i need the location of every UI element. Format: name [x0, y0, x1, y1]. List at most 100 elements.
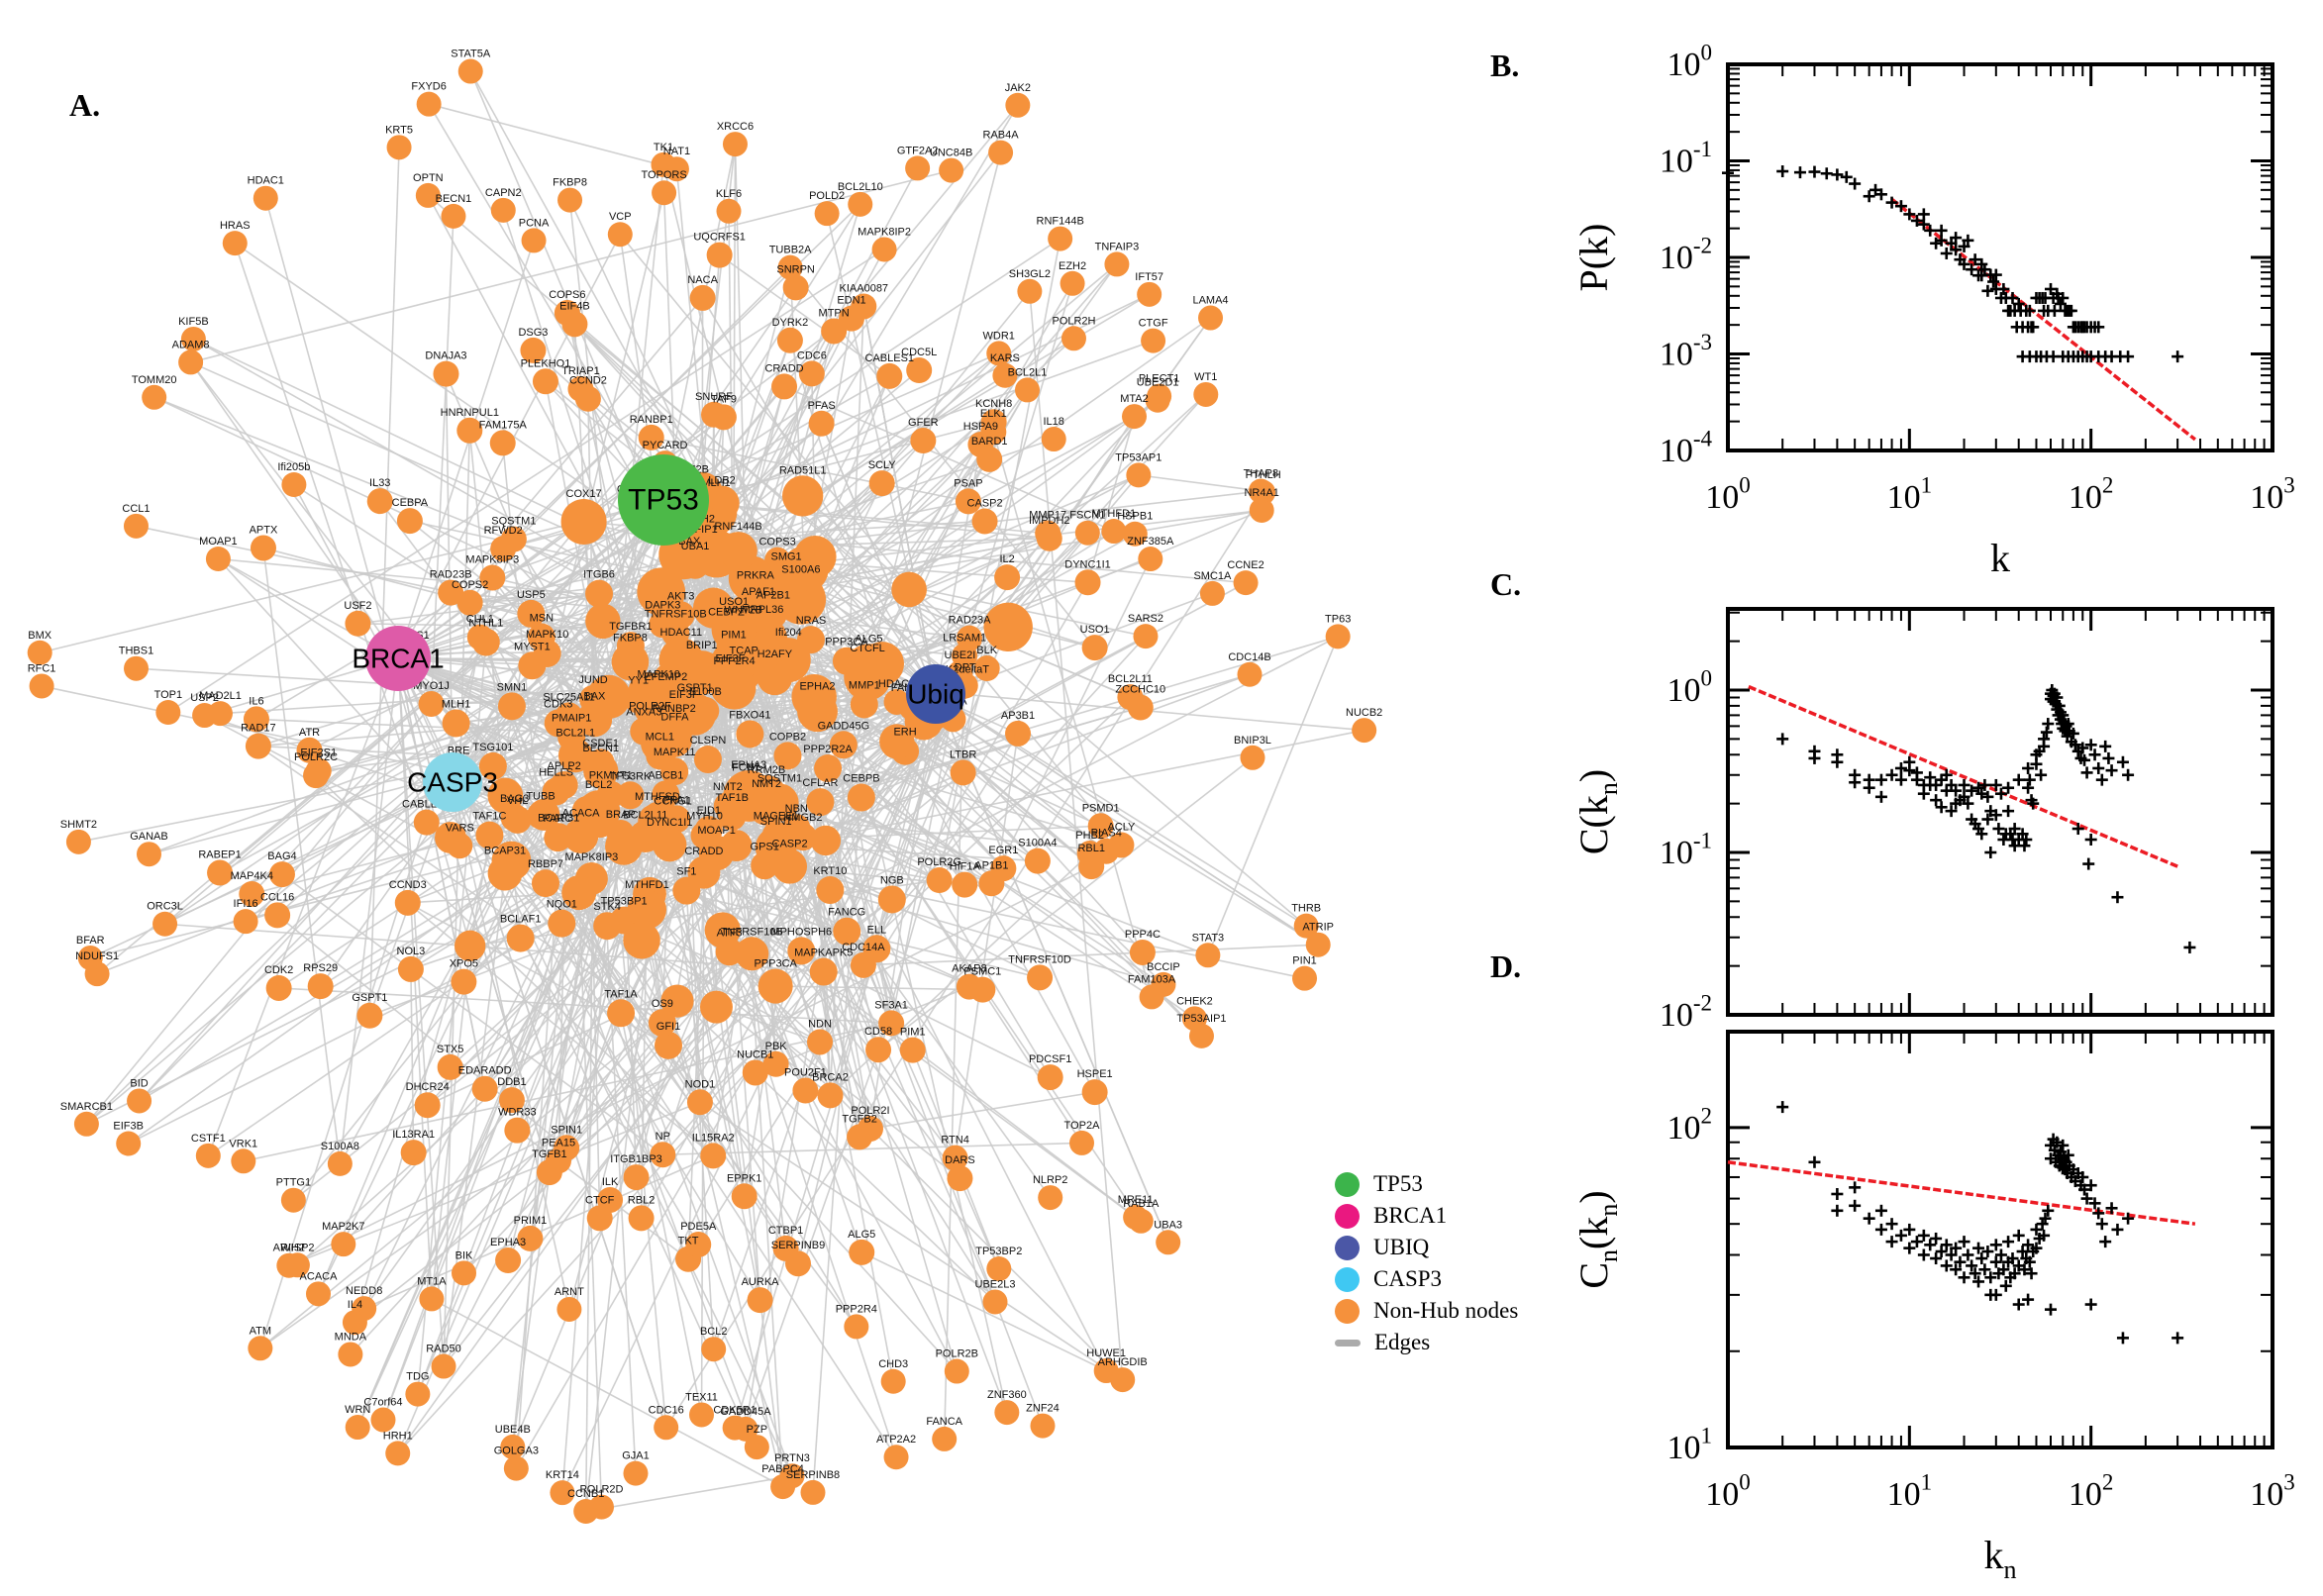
svg-text:TSG101: TSG101 — [472, 742, 513, 753]
svg-text:COPB2: COPB2 — [769, 731, 806, 743]
svg-text:EPPK1: EPPK1 — [727, 1172, 761, 1184]
svg-text:PSAP: PSAP — [954, 477, 982, 489]
svg-text:TNFAIP3: TNFAIP3 — [1095, 241, 1140, 252]
svg-text:WISP2: WISP2 — [280, 1242, 314, 1253]
svg-text:NMT2: NMT2 — [752, 778, 781, 790]
svg-text:BCL2L11: BCL2L11 — [623, 809, 667, 821]
svg-text:10-4: 10-4 — [1660, 427, 1713, 469]
panel-b-label: B. — [1490, 48, 1520, 83]
svg-text:CFLAR: CFLAR — [802, 777, 838, 789]
svg-text:MYO1J: MYO1J — [413, 680, 450, 692]
svg-text:MTA2: MTA2 — [1120, 393, 1149, 405]
svg-text:CSTF1: CSTF1 — [191, 1133, 226, 1145]
svg-text:AP2B1: AP2B1 — [757, 590, 790, 602]
svg-text:MTPN: MTPN — [819, 307, 850, 319]
svg-text:OPTN: OPTN — [413, 172, 444, 184]
svg-text:APLP2: APLP2 — [548, 760, 581, 772]
svg-text:ATRIP: ATRIP — [1302, 922, 1334, 934]
svg-text:PPP2R2A: PPP2R2A — [803, 744, 853, 755]
svg-text:ABCB1: ABCB1 — [648, 769, 683, 781]
svg-text:100: 100 — [1667, 41, 1713, 83]
svg-text:CCL1: CCL1 — [122, 503, 150, 515]
svg-text:102: 102 — [2069, 1470, 2114, 1513]
svg-text:AKT3: AKT3 — [667, 590, 695, 602]
legend-node-swatch — [1335, 1235, 1360, 1260]
svg-text:BRCA2: BRCA2 — [812, 1071, 849, 1083]
svg-text:MAPK8IP3: MAPK8IP3 — [465, 554, 519, 566]
svg-text:HELLS: HELLS — [539, 766, 573, 778]
svg-text:IFI16: IFI16 — [234, 898, 258, 910]
svg-text:RAD23A: RAD23A — [949, 615, 991, 627]
legend-item-tp53: TP53 — [1335, 1168, 1518, 1200]
svg-text:PTTG1: PTTG1 — [276, 1177, 311, 1189]
svg-text:SF3A1: SF3A1 — [874, 999, 908, 1011]
legend-label: TP53 — [1373, 1171, 1423, 1196]
svg-text:CEBPA: CEBPA — [392, 497, 429, 509]
tick-labels-B: 100 101 102 103 100 10-1 10-2 10-3 10-4 — [1660, 41, 2295, 516]
legend-item-casp3: CASP3 — [1335, 1263, 1518, 1295]
svg-text:PIN1: PIN1 — [1292, 955, 1316, 967]
svg-text:HSPA9: HSPA9 — [963, 421, 998, 433]
svg-text:MAGEE1: MAGEE1 — [754, 810, 799, 822]
tick-labels-C: 100 10-1 10-2 — [1660, 666, 1712, 1034]
svg-text:CCL16: CCL16 — [260, 891, 294, 903]
svg-text:LAMA4: LAMA4 — [1192, 295, 1228, 307]
svg-text:MMP17: MMP17 — [1029, 510, 1066, 522]
svg-text:PRKRA: PRKRA — [737, 570, 775, 582]
svg-text:MAP2K7: MAP2K7 — [322, 1221, 364, 1233]
svg-text:CD58: CD58 — [864, 1026, 892, 1038]
svg-text:HIF1A: HIF1A — [950, 861, 981, 873]
svg-text:GFER: GFER — [908, 417, 939, 429]
svg-text:XRCC6: XRCC6 — [717, 121, 754, 133]
svg-text:CLSPN: CLSPN — [690, 735, 727, 747]
svg-text:SH3GL2: SH3GL2 — [1009, 268, 1051, 280]
svg-text:USP2: USP2 — [190, 692, 219, 704]
svg-text:USO1: USO1 — [1080, 624, 1110, 636]
svg-text:TP53BP2: TP53BP2 — [975, 1246, 1022, 1257]
svg-text:CAPN2: CAPN2 — [485, 187, 522, 199]
svg-text:VCP: VCP — [609, 211, 632, 223]
svg-text:VHL: VHL — [507, 795, 528, 807]
svg-text:CSDE1: CSDE1 — [582, 738, 619, 749]
network-nodes — [27, 58, 1377, 1524]
svg-text:CDK5R1: CDK5R1 — [713, 1405, 756, 1417]
svg-text:GSPT1: GSPT1 — [352, 992, 387, 1004]
hub-label-tp53: TP53 — [628, 484, 699, 517]
svg-text:PKMYT1: PKMYT1 — [589, 770, 633, 782]
svg-text:CTCF: CTCF — [585, 1194, 615, 1206]
svg-text:100: 100 — [1667, 666, 1713, 709]
svg-text:100: 100 — [1705, 1470, 1751, 1513]
svg-text:TEX11: TEX11 — [685, 1391, 718, 1403]
svg-text:IMPDH2: IMPDH2 — [1029, 515, 1070, 527]
svg-text:GADD45G: GADD45G — [818, 720, 870, 732]
svg-text:HSPE1: HSPE1 — [1077, 1068, 1113, 1080]
svg-text:GJA1: GJA1 — [622, 1450, 650, 1462]
svg-text:STK4: STK4 — [593, 901, 621, 913]
svg-text:PDCSF1: PDCSF1 — [1029, 1053, 1071, 1065]
svg-text:RAD51L1: RAD51L1 — [779, 464, 827, 476]
svg-text:CTGF: CTGF — [1139, 318, 1168, 330]
svg-text:ZNF24: ZNF24 — [1026, 1403, 1060, 1415]
svg-text:ITGB1BP3: ITGB1BP3 — [610, 1153, 662, 1165]
axis-ticks-D — [1726, 1032, 2274, 1449]
svg-text:FKBP8: FKBP8 — [553, 177, 587, 189]
svg-text:UNC84B: UNC84B — [930, 148, 972, 159]
svg-text:FANCA: FANCA — [926, 1416, 962, 1428]
svg-text:ORC3L: ORC3L — [147, 901, 183, 913]
svg-text:IL15RA2: IL15RA2 — [692, 1132, 735, 1144]
svg-text:BCL2L11: BCL2L11 — [1108, 673, 1153, 685]
scatter-points-B — [1722, 165, 2184, 363]
svg-text:MAPK10: MAPK10 — [526, 629, 568, 641]
svg-text:WNT2B: WNT2B — [724, 605, 762, 617]
svg-text:RBL1: RBL1 — [1077, 843, 1105, 854]
svg-text:MRPL36: MRPL36 — [742, 604, 784, 616]
svg-text:LDB2: LDB2 — [708, 475, 736, 487]
svg-text:MAPK10: MAPK10 — [638, 669, 680, 681]
svg-text:KIF5B: KIF5B — [178, 316, 209, 328]
svg-text:TCAP: TCAP — [730, 646, 758, 657]
svg-text:NDUFS1: NDUFS1 — [75, 950, 119, 962]
svg-text:COPS6: COPS6 — [549, 289, 585, 301]
svg-text:UBA3: UBA3 — [1154, 1219, 1182, 1231]
svg-text:TOPORS: TOPORS — [641, 169, 686, 181]
